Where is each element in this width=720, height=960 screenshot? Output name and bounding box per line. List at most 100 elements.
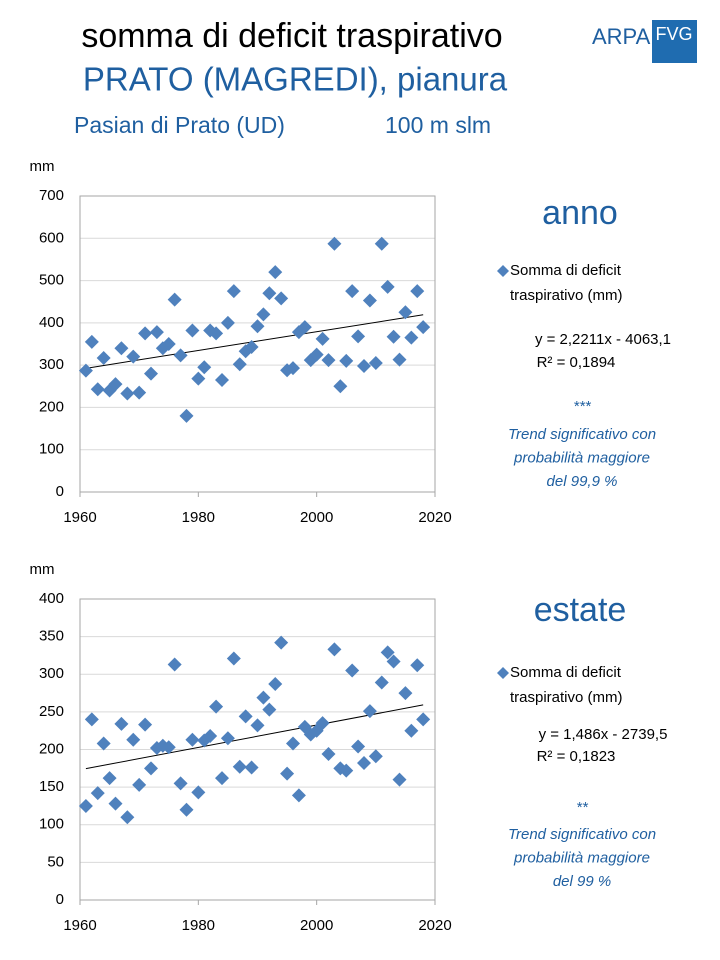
scatter-point — [114, 341, 129, 356]
scatter-point — [149, 325, 164, 340]
scatter-point — [244, 760, 259, 775]
scatter-point — [386, 329, 401, 344]
scatter-point — [280, 766, 295, 781]
scatter-point — [297, 320, 312, 335]
significance-note: Trend significativo con — [508, 426, 656, 443]
scatter-point — [262, 702, 277, 717]
scatter-point — [268, 265, 283, 280]
scatter-point — [256, 690, 271, 705]
scatter-point — [410, 658, 425, 673]
scatter-point — [250, 319, 265, 334]
scatter-point — [120, 386, 135, 401]
station: Pasian di Prato (UD) — [74, 112, 285, 138]
scatter-point — [138, 717, 153, 732]
significance-note: Trend significativo con — [508, 826, 656, 843]
chart-title: estate — [534, 591, 627, 629]
scatter-point — [96, 350, 111, 365]
trend-equation: y = 1,486x - 2739,5 — [539, 726, 668, 743]
scatter-point — [250, 718, 265, 733]
scatter-point — [286, 361, 300, 376]
scatter-point — [108, 377, 123, 392]
scatter-point — [362, 293, 377, 308]
scatter-point — [161, 740, 176, 755]
scatter-point — [404, 723, 419, 738]
scatter-point — [339, 353, 354, 368]
x-tick-label: 1960 — [63, 917, 96, 934]
scatter-point — [339, 763, 354, 778]
scatter-point — [291, 788, 306, 803]
legend-label: Somma di deficit traspirativo (mm) — [510, 262, 623, 304]
scatter-point — [226, 284, 241, 299]
y-tick-label: 100 — [39, 441, 64, 458]
scatter-point — [374, 675, 389, 690]
scatter-point — [191, 785, 206, 800]
significance-note: probabilità maggiore — [513, 449, 650, 466]
scatter-point — [191, 371, 206, 386]
logo-text: ARPA — [592, 24, 651, 49]
scatter-point — [321, 353, 336, 368]
scatter-point — [78, 363, 93, 378]
scatter-point — [232, 759, 247, 774]
scatter-point — [144, 366, 158, 381]
y-tick-label: 400 — [39, 590, 64, 607]
r-squared: R² = 0,1894 — [537, 354, 616, 371]
scatter-point — [315, 331, 330, 346]
scatter-point — [327, 236, 342, 251]
y-tick-label: 350 — [39, 628, 64, 645]
y-tick-label: 200 — [39, 398, 64, 415]
scatter-point — [78, 798, 93, 813]
y-tick-label: 0 — [56, 483, 64, 500]
scatter-point — [262, 286, 277, 301]
scatter-point — [209, 326, 224, 341]
scatter-point — [84, 712, 99, 727]
scatter-point — [179, 408, 194, 423]
scatter-point — [274, 635, 289, 650]
y-tick-label: 50 — [47, 853, 64, 870]
scatter-point — [138, 326, 153, 341]
scatter-point — [108, 796, 123, 811]
plot-border — [79, 195, 436, 493]
scatter-point — [167, 292, 182, 307]
scatter-point — [132, 777, 147, 792]
y-tick-label: 0 — [56, 891, 64, 908]
scatter-point — [185, 732, 200, 747]
x-tick-label: 1980 — [182, 917, 215, 934]
y-axis-label: mm — [30, 561, 55, 578]
trend-line — [85, 704, 424, 770]
logo-box — [652, 20, 697, 63]
scatter-point — [203, 728, 218, 743]
legend-box: Somma di deficit traspirativo (mm) — [510, 664, 623, 706]
logo-fvg: FVG — [655, 24, 692, 44]
y-axis-label: mm — [30, 158, 55, 175]
significance-note: probabilità maggiore — [513, 849, 650, 866]
y-tick-label: 300 — [39, 356, 64, 373]
scatter-point — [244, 339, 259, 354]
r-squared: R² = 0,1823 — [537, 748, 616, 765]
scatter-point — [368, 356, 383, 371]
x-tick-label: 1980 — [182, 509, 215, 526]
scatter-point — [220, 315, 235, 330]
scatter-point — [96, 736, 111, 751]
scatter-point — [392, 772, 407, 787]
y-tick-label: 500 — [39, 272, 64, 289]
y-tick-label: 700 — [39, 187, 64, 204]
scatter-point — [167, 657, 182, 672]
scatter-point — [368, 749, 383, 764]
plot-border — [79, 598, 436, 901]
scatter-point — [220, 731, 235, 746]
altitude: 100 m slm — [385, 112, 491, 138]
y-tick-label: 400 — [39, 314, 64, 331]
scatter-point — [357, 756, 371, 771]
significance: *** — [573, 398, 592, 415]
scatter-point — [380, 279, 395, 294]
scatter-point — [90, 382, 105, 397]
scatter-point — [362, 704, 377, 719]
scatter-point — [238, 709, 253, 724]
scatter-point — [126, 732, 141, 747]
scatter-point — [197, 360, 212, 375]
scatter-point — [84, 334, 99, 349]
scatter-point — [114, 716, 129, 731]
y-tick-label: 250 — [39, 703, 64, 720]
x-tick-label: 1960 — [63, 509, 96, 526]
